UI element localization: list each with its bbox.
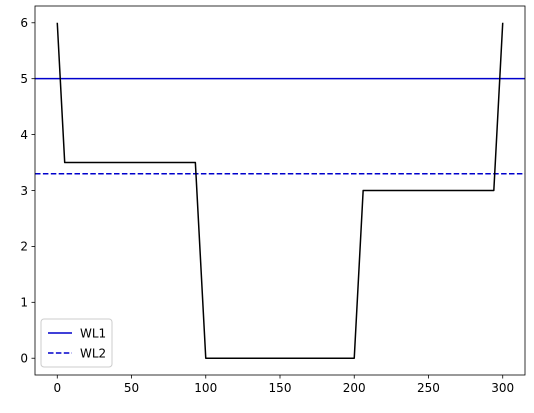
y-tick-label: 4: [20, 128, 28, 142]
legend-label-wl2: WL2: [80, 346, 106, 360]
series-line-0: [56, 22, 504, 359]
x-tick-label: 250: [417, 381, 440, 395]
x-tick-label: 150: [269, 381, 292, 395]
legend-label-wl1: WL1: [80, 326, 106, 340]
x-tick-label: 300: [491, 381, 514, 395]
x-tick-label: 200: [343, 381, 366, 395]
y-tick-label: 6: [20, 16, 28, 30]
y-tick-label: 5: [20, 72, 28, 86]
x-tick-label: 50: [124, 381, 139, 395]
plot-area: [35, 22, 525, 359]
y-tick-label: 1: [20, 296, 28, 310]
y-tick-label: 2: [20, 240, 28, 254]
y-tick-label: 3: [20, 184, 28, 198]
x-tick-label: 100: [194, 381, 217, 395]
y-tick-label: 0: [20, 352, 28, 366]
legend-box: [40, 318, 113, 368]
x-tick-label: 0: [53, 381, 61, 395]
